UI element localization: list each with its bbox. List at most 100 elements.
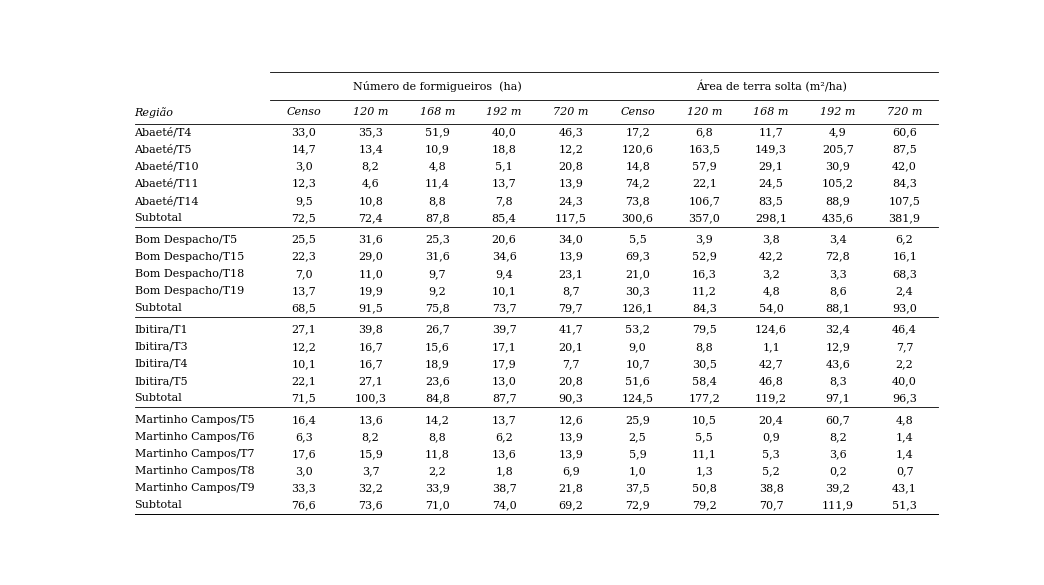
Text: 6,3: 6,3 [295,432,313,442]
Text: 74,0: 74,0 [492,500,517,510]
Text: 20,1: 20,1 [559,342,584,352]
Text: 124,5: 124,5 [621,393,654,403]
Text: 1,4: 1,4 [896,449,914,459]
Text: 20,4: 20,4 [759,415,784,425]
Text: 1,1: 1,1 [762,342,780,352]
Text: 8,2: 8,2 [361,432,379,442]
Text: 14,8: 14,8 [625,161,650,171]
Text: Bom Despacho/T19: Bom Despacho/T19 [135,286,244,296]
Text: 3,0: 3,0 [295,466,313,476]
Text: 4,9: 4,9 [829,128,847,137]
Text: 2,5: 2,5 [628,432,646,442]
Text: 25,3: 25,3 [425,235,450,245]
Text: 12,2: 12,2 [559,144,584,154]
Text: 26,7: 26,7 [425,325,450,335]
Text: 9,7: 9,7 [428,269,446,279]
Text: Região: Região [135,106,173,118]
Text: 23,6: 23,6 [425,376,450,386]
Text: 720 m: 720 m [887,107,922,117]
Text: Ibitira/T4: Ibitira/T4 [135,359,188,369]
Text: 33,0: 33,0 [291,128,316,137]
Text: 96,3: 96,3 [893,393,917,403]
Text: 4,6: 4,6 [361,178,379,189]
Text: 12,9: 12,9 [826,342,850,352]
Text: 7,0: 7,0 [295,269,312,279]
Text: 71,0: 71,0 [425,500,450,510]
Text: 71,5: 71,5 [291,393,316,403]
Text: 42,7: 42,7 [759,359,783,369]
Text: 91,5: 91,5 [358,303,383,313]
Text: 13,0: 13,0 [492,376,517,386]
Text: 46,4: 46,4 [893,325,917,335]
Text: 13,9: 13,9 [559,252,584,261]
Text: 5,2: 5,2 [762,466,780,476]
Text: Abaeté/T4: Abaeté/T4 [135,127,192,137]
Text: 76,6: 76,6 [291,500,316,510]
Text: 40,0: 40,0 [893,376,917,386]
Text: 3,3: 3,3 [829,269,847,279]
Text: 8,8: 8,8 [428,432,446,442]
Text: Bom Despacho/T18: Bom Despacho/T18 [135,269,244,279]
Text: 3,9: 3,9 [695,235,713,245]
Text: 117,5: 117,5 [555,213,587,223]
Text: 298,1: 298,1 [755,213,787,223]
Text: 20,6: 20,6 [492,235,517,245]
Text: 60,6: 60,6 [893,128,917,137]
Text: Bom Despacho/T5: Bom Despacho/T5 [135,235,237,245]
Text: 17,6: 17,6 [291,449,316,459]
Text: 34,0: 34,0 [559,235,584,245]
Text: 68,5: 68,5 [291,303,316,313]
Text: 39,7: 39,7 [492,325,517,335]
Text: 16,7: 16,7 [358,359,383,369]
Text: 11,1: 11,1 [692,449,717,459]
Text: 74,2: 74,2 [625,178,650,189]
Text: 70,7: 70,7 [759,500,783,510]
Text: 87,7: 87,7 [492,393,517,403]
Text: 111,9: 111,9 [822,500,854,510]
Text: 51,6: 51,6 [625,376,650,386]
Text: 5,5: 5,5 [695,432,713,442]
Text: 300,6: 300,6 [621,213,654,223]
Text: 2,4: 2,4 [896,286,914,296]
Text: 43,1: 43,1 [893,483,917,493]
Text: Ibitira/T1: Ibitira/T1 [135,325,188,335]
Text: 2,2: 2,2 [896,359,914,369]
Text: 84,3: 84,3 [893,178,917,189]
Text: 20,8: 20,8 [559,161,584,171]
Text: 124,6: 124,6 [755,325,787,335]
Text: 85,4: 85,4 [492,213,517,223]
Text: 72,9: 72,9 [625,500,650,510]
Text: 10,1: 10,1 [492,286,517,296]
Text: 16,7: 16,7 [358,342,383,352]
Text: 720 m: 720 m [553,107,589,117]
Text: 13,7: 13,7 [492,178,517,189]
Text: 87,8: 87,8 [425,213,450,223]
Text: 3,4: 3,4 [829,235,847,245]
Text: 1,8: 1,8 [495,466,513,476]
Text: 22,3: 22,3 [291,252,316,261]
Text: 88,1: 88,1 [826,303,850,313]
Text: 72,8: 72,8 [826,252,850,261]
Text: 4,8: 4,8 [428,161,446,171]
Text: 3,8: 3,8 [762,235,780,245]
Text: 68,3: 68,3 [893,269,917,279]
Text: 46,8: 46,8 [759,376,784,386]
Text: 25,5: 25,5 [291,235,316,245]
Text: Martinho Campos/T7: Martinho Campos/T7 [135,449,254,459]
Text: 12,6: 12,6 [559,415,584,425]
Text: 22,1: 22,1 [291,376,316,386]
Text: 5,9: 5,9 [628,449,646,459]
Text: 435,6: 435,6 [822,213,854,223]
Text: 6,8: 6,8 [695,128,713,137]
Text: 30,9: 30,9 [826,161,850,171]
Text: 8,2: 8,2 [361,161,379,171]
Text: 57,9: 57,9 [692,161,717,171]
Text: 120 m: 120 m [687,107,722,117]
Text: 5,3: 5,3 [762,449,780,459]
Text: 79,2: 79,2 [692,500,717,510]
Text: 25,9: 25,9 [625,415,650,425]
Text: 50,8: 50,8 [692,483,717,493]
Text: 79,7: 79,7 [559,303,584,313]
Text: 13,9: 13,9 [559,178,584,189]
Text: 1,0: 1,0 [628,466,646,476]
